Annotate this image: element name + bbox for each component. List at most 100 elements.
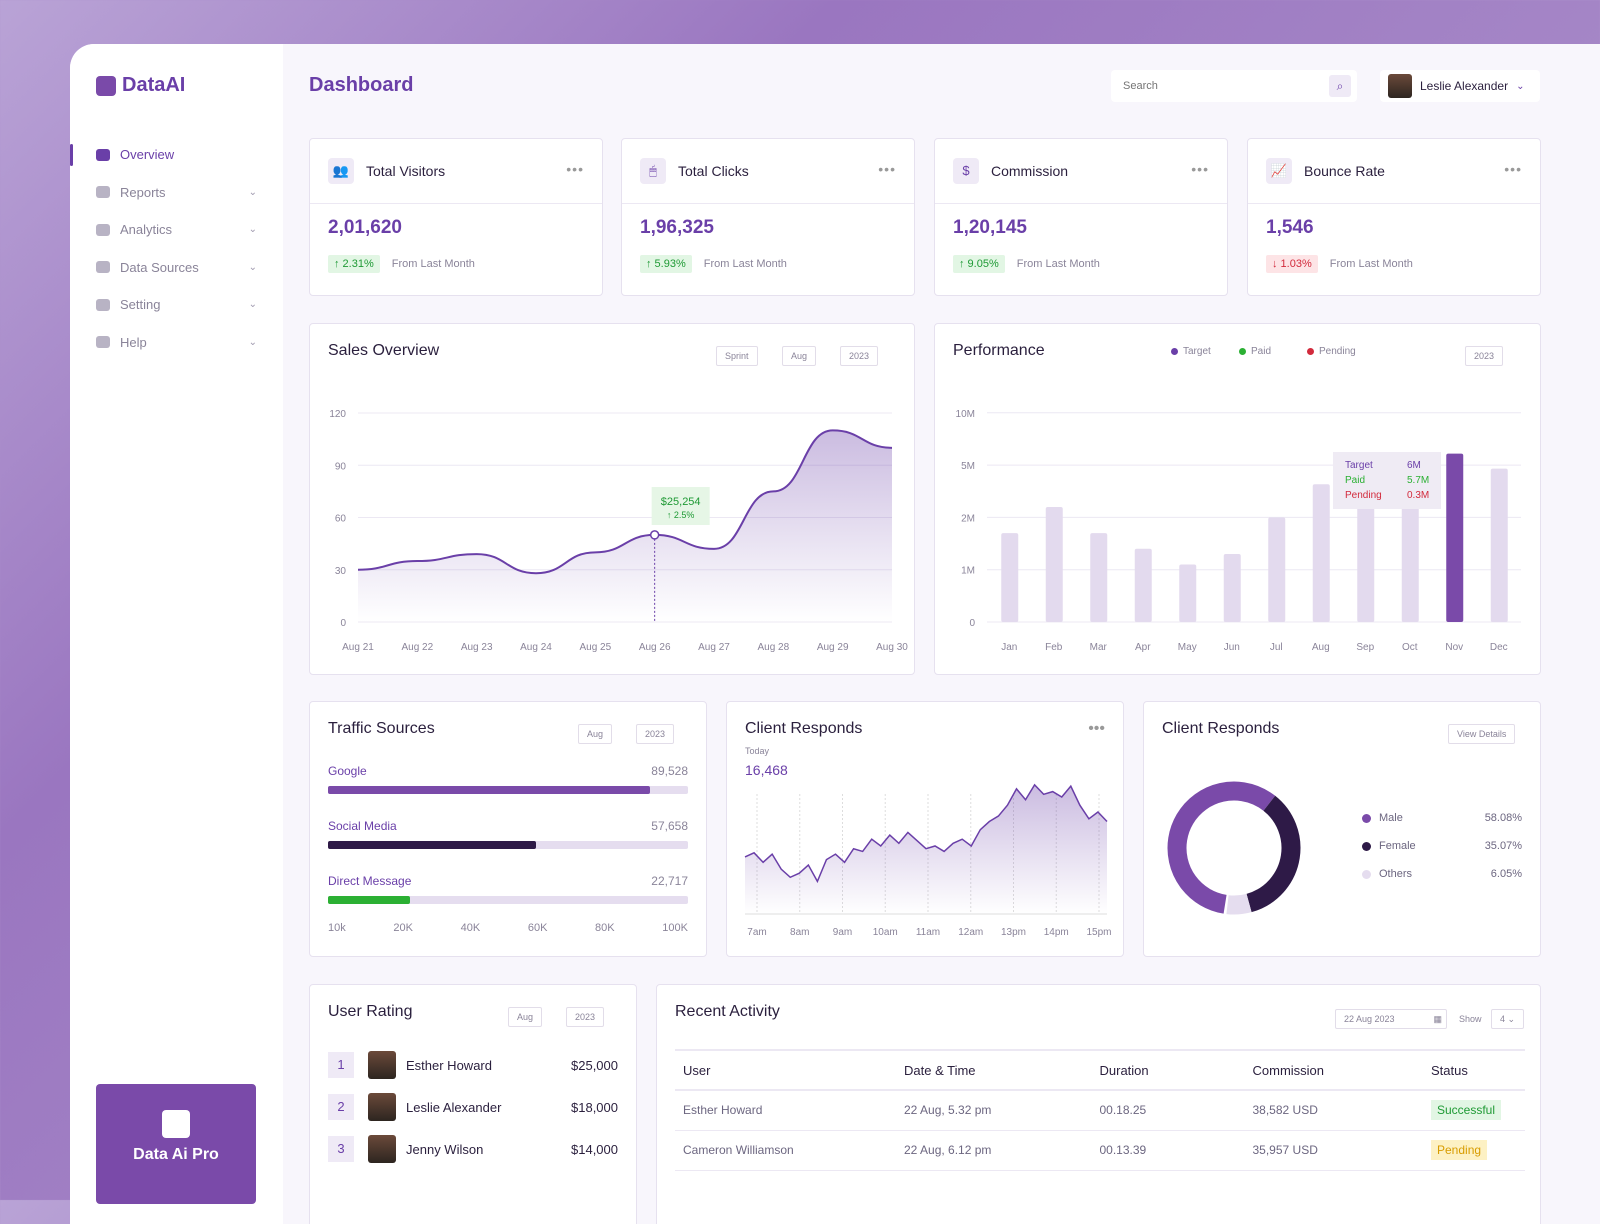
client-responds-trend-card: Client Responds ••• Today 16,468 7am 8am 9… bbox=[726, 701, 1124, 957]
more-icon[interactable]: ••• bbox=[878, 161, 896, 177]
more-icon[interactable]: ••• bbox=[1191, 161, 1209, 177]
user-name: Leslie Alexander bbox=[406, 1099, 502, 1115]
change-badge: ↑ 2.31% bbox=[328, 255, 380, 273]
column-header[interactable]: Commission bbox=[1244, 1049, 1423, 1091]
search-input[interactable] bbox=[1123, 80, 1323, 92]
column-header[interactable]: User bbox=[675, 1049, 896, 1091]
chevron-down-icon: ⌄ bbox=[1516, 80, 1525, 92]
x-tick-label: 14pm bbox=[1044, 927, 1069, 938]
more-icon[interactable]: ••• bbox=[566, 161, 584, 177]
sidebar: DataAI Overview Reports ⌄ Analytics ⌄ Data So… bbox=[70, 44, 283, 1224]
table-row[interactable]: Cameron Williamson 22 Aug, 6.12 pm 00.13.3… bbox=[675, 1130, 1525, 1171]
bar-jan bbox=[1001, 533, 1019, 622]
show-count-select[interactable]: 4 ⌄ bbox=[1491, 1009, 1525, 1029]
x-tick-label: 12am bbox=[958, 927, 983, 938]
rating-row[interactable]: 3 Jenny Wilson $14,000 bbox=[328, 1133, 618, 1165]
legend-label: Target bbox=[1183, 346, 1211, 357]
month-select[interactable]: Aug bbox=[782, 346, 817, 366]
tooltip-label: Target bbox=[1345, 460, 1373, 471]
avatar bbox=[368, 1093, 396, 1121]
more-icon[interactable]: ••• bbox=[1088, 720, 1105, 737]
series-line bbox=[744, 783, 1108, 884]
search-icon[interactable]: ⌕ bbox=[1329, 75, 1351, 97]
bar-mar bbox=[1090, 533, 1108, 622]
sprint-select[interactable]: Sprint bbox=[716, 346, 758, 366]
amount: $25,000 bbox=[571, 1057, 618, 1073]
slice-female bbox=[1167, 781, 1301, 915]
rating-row[interactable]: 1 Esther Howard $25,000 bbox=[328, 1049, 618, 1081]
card-title: User Rating bbox=[328, 1003, 413, 1020]
pro-promo-card[interactable]: Data Ai Pro bbox=[96, 1084, 256, 1204]
rating-row[interactable]: 2 Leslie Alexander $18,000 bbox=[328, 1091, 618, 1123]
bar-oct bbox=[1401, 499, 1419, 622]
month-select[interactable]: Aug bbox=[508, 1007, 543, 1027]
x-tick-label: 20K bbox=[393, 922, 413, 934]
sidebar-item-setting[interactable]: Setting ⌄ bbox=[70, 286, 283, 324]
x-tick-label: Dec bbox=[1490, 642, 1508, 653]
kpi-card-commission: $ Commission ••• 1,20,145 ↑ 9.05% From Last M… bbox=[934, 138, 1228, 296]
search-box[interactable]: ⌕ bbox=[1111, 70, 1357, 102]
kpi-title: Total Visitors bbox=[366, 163, 446, 179]
column-header[interactable]: Date & Time bbox=[896, 1049, 1092, 1091]
x-tick-label: Jan bbox=[1001, 642, 1017, 653]
area-fill bbox=[358, 430, 892, 622]
performance-card: Performance Target Paid Pending 2023 0 1M 2M… bbox=[934, 323, 1541, 675]
x-tick-label: 80K bbox=[595, 922, 615, 934]
x-tick-label: Aug 21 bbox=[342, 642, 374, 653]
table-cell: 22 Aug, 6.12 pm bbox=[896, 1130, 1092, 1171]
x-tick-label: Aug 30 bbox=[876, 642, 908, 653]
series-line bbox=[357, 429, 893, 575]
year-select[interactable]: 2023 bbox=[840, 346, 879, 366]
user-name: Esther Howard bbox=[406, 1057, 492, 1073]
bar-sep bbox=[1357, 499, 1375, 622]
sidebar-item-overview[interactable]: Overview bbox=[70, 136, 283, 174]
source-name: Direct Message bbox=[328, 874, 412, 888]
year-select[interactable]: 2023 bbox=[636, 724, 675, 744]
sidebar-item-reports[interactable]: Reports ⌄ bbox=[70, 174, 283, 212]
logo[interactable]: DataAI bbox=[96, 74, 185, 97]
kpi-value: 2,01,620 bbox=[328, 217, 402, 238]
client-responds-gender-card: Client Responds View Details Male 58.08% F… bbox=[1143, 701, 1541, 957]
sales-overview-card: Sales Overview Sprint Aug 2023 0 30 60 90 12… bbox=[309, 323, 915, 675]
sidebar-item-data-sources[interactable]: Data Sources ⌄ bbox=[70, 249, 283, 287]
bar-nov bbox=[1446, 453, 1464, 622]
subtitle: Today bbox=[745, 746, 770, 756]
month-select[interactable]: Aug bbox=[578, 724, 613, 744]
date-picker[interactable]: 22 Aug 2023 ▦ bbox=[1335, 1009, 1447, 1029]
y-tick-label: 0 bbox=[969, 618, 975, 629]
bar-may bbox=[1179, 564, 1197, 622]
rank-badge: 1 bbox=[328, 1052, 354, 1078]
x-tick-label: Sep bbox=[1356, 642, 1374, 653]
legend-paid: Paid bbox=[1239, 346, 1271, 357]
legend-label: Male bbox=[1379, 812, 1403, 824]
kpi-value: 1,20,145 bbox=[953, 217, 1027, 238]
status-badge: Pending bbox=[1431, 1140, 1488, 1160]
year-select[interactable]: 2023 bbox=[566, 1007, 605, 1027]
table-cell: Cameron Williamson bbox=[675, 1130, 896, 1171]
x-tick-label: 10k bbox=[328, 922, 346, 934]
sidebar-item-analytics[interactable]: Analytics ⌄ bbox=[70, 211, 283, 249]
view-details-button[interactable]: View Details bbox=[1448, 724, 1516, 744]
column-header[interactable]: Duration bbox=[1091, 1049, 1245, 1091]
y-tick-label: 2M bbox=[961, 513, 975, 524]
sidebar-item-help[interactable]: Help ⌄ bbox=[70, 324, 283, 362]
legend-dot bbox=[1362, 813, 1371, 823]
promo-label: Data Ai Pro bbox=[133, 1146, 219, 1163]
y-tick-label: 0 bbox=[340, 618, 346, 629]
column-header[interactable]: Status bbox=[1423, 1049, 1525, 1091]
legend-dot bbox=[1239, 348, 1246, 355]
year-select[interactable]: 2023 bbox=[1465, 346, 1504, 366]
card-title: Traffic Sources bbox=[328, 720, 435, 737]
layers-icon bbox=[96, 186, 110, 199]
user-menu[interactable]: Leslie Alexander ⌄ bbox=[1380, 70, 1540, 102]
y-tick-label: 90 bbox=[335, 461, 347, 472]
legend-dot bbox=[1307, 348, 1314, 355]
x-tick-label: Aug bbox=[1312, 642, 1330, 653]
x-tick-label: Jun bbox=[1224, 642, 1240, 653]
tooltip-value: 5.7M bbox=[1407, 475, 1430, 486]
y-tick-label: 1M bbox=[961, 566, 975, 577]
tooltip-value: 0.3M bbox=[1407, 490, 1430, 501]
more-icon[interactable]: ••• bbox=[1504, 161, 1522, 177]
total-value: 16,468 bbox=[745, 762, 788, 778]
table-row[interactable]: Esther Howard 22 Aug, 5.32 pm 00.18.25 38,5… bbox=[675, 1090, 1525, 1131]
